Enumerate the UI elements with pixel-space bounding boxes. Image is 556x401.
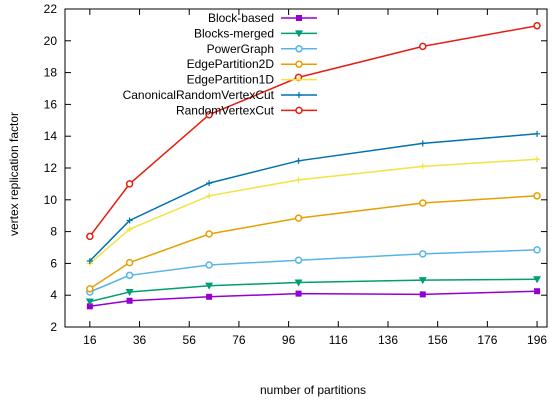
x-tick-label: 96 — [282, 333, 296, 347]
data-point — [85, 298, 94, 306]
x-tick-label: 196 — [527, 333, 547, 347]
data-point — [294, 256, 303, 264]
data-point — [86, 303, 93, 310]
y-tick-label: 2 — [50, 320, 57, 334]
data-point — [533, 276, 542, 284]
data-point — [206, 180, 213, 187]
data-point — [295, 106, 303, 115]
data-point — [294, 214, 303, 222]
y-tick-label: 14 — [44, 129, 58, 143]
data-point — [205, 110, 213, 119]
data-point — [86, 285, 94, 293]
data-point — [206, 192, 213, 199]
data-point — [296, 15, 302, 21]
y-tick-label: 4 — [50, 288, 57, 302]
data-point — [294, 279, 303, 287]
series-randomvertexcut — [86, 21, 541, 241]
legend: Block-basedBlocks-mergedPowerGraphEdgePa… — [123, 11, 317, 117]
x-tick-label: 16 — [83, 333, 97, 347]
legend-label: EdgePartition1D — [187, 73, 275, 87]
series-block-based — [86, 288, 541, 310]
y-tick-label: 8 — [50, 225, 57, 239]
data-point — [125, 258, 134, 267]
data-point — [419, 199, 427, 207]
y-tick-label: 10 — [44, 193, 58, 207]
y-tick-label: 18 — [44, 66, 58, 80]
y-axis: 2 4 6 8 10 12 14 16 18 20 22 — [44, 2, 547, 334]
data-point — [419, 163, 426, 170]
y-axis-title: vertex replication factor — [7, 112, 21, 236]
series-canonicalrandomvertexcut — [86, 130, 541, 265]
data-point — [206, 293, 213, 300]
data-point — [86, 258, 93, 265]
data-point — [126, 217, 133, 224]
series-group — [85, 21, 542, 310]
data-point — [418, 277, 427, 285]
series-line — [89, 195, 538, 290]
series-line — [89, 158, 538, 264]
legend-label: PowerGraph — [207, 42, 274, 56]
data-point — [419, 291, 426, 298]
legend-label: Block-based — [208, 11, 274, 25]
data-point — [533, 21, 541, 30]
y-tick-label: 22 — [44, 2, 58, 16]
data-point — [419, 140, 426, 147]
y-tick-label: 16 — [44, 97, 58, 111]
x-tick-label: 176 — [477, 333, 497, 347]
x-tick-label: 76 — [232, 333, 246, 347]
data-point — [295, 45, 303, 53]
x-tick-label: 156 — [428, 333, 448, 347]
x-tick-label: 136 — [378, 333, 398, 347]
data-point — [125, 180, 134, 188]
data-point — [534, 288, 541, 295]
data-point — [295, 30, 303, 38]
data-point — [205, 230, 213, 238]
y-tick-label: 20 — [44, 34, 58, 48]
data-point — [205, 261, 213, 269]
data-point — [295, 290, 302, 297]
data-point — [125, 271, 134, 280]
data-point — [296, 76, 302, 83]
y-tick-label: 12 — [44, 161, 58, 175]
data-point — [205, 282, 214, 290]
series-line — [89, 24, 538, 237]
series-edgepartition2d — [86, 192, 541, 293]
x-axis: 16 36 56 76 96 116 136 156 176 196 — [83, 9, 547, 347]
data-point — [86, 232, 94, 241]
data-point — [126, 297, 133, 304]
data-point — [125, 289, 134, 297]
data-point — [534, 156, 541, 163]
data-point — [419, 250, 427, 258]
legend-label: CanonicalRandomVertexCut — [123, 88, 275, 102]
data-point — [296, 92, 302, 98]
series-edgepartition1d — [86, 156, 541, 267]
data-point — [419, 42, 427, 51]
data-point — [533, 192, 541, 200]
x-tick-label: 56 — [183, 333, 197, 347]
data-point — [126, 226, 133, 233]
legend-label: RandomVertexCut — [176, 103, 275, 117]
data-point — [534, 130, 541, 137]
x-tick-label: 116 — [329, 333, 348, 347]
data-point — [533, 246, 541, 254]
series-line — [89, 278, 538, 303]
series-line — [89, 290, 538, 308]
legend-label: Blocks-merged — [194, 26, 274, 40]
y-tick-label: 6 — [50, 256, 57, 270]
series-blocks-merged — [85, 276, 542, 306]
legend-label: EdgePartition2D — [187, 57, 275, 71]
series-line — [89, 249, 538, 293]
x-axis-title: number of partitions — [260, 383, 366, 397]
data-point — [295, 176, 302, 183]
data-point — [295, 157, 302, 164]
series-line — [89, 133, 538, 262]
x-tick-label: 36 — [133, 333, 147, 347]
data-point — [295, 60, 303, 68]
